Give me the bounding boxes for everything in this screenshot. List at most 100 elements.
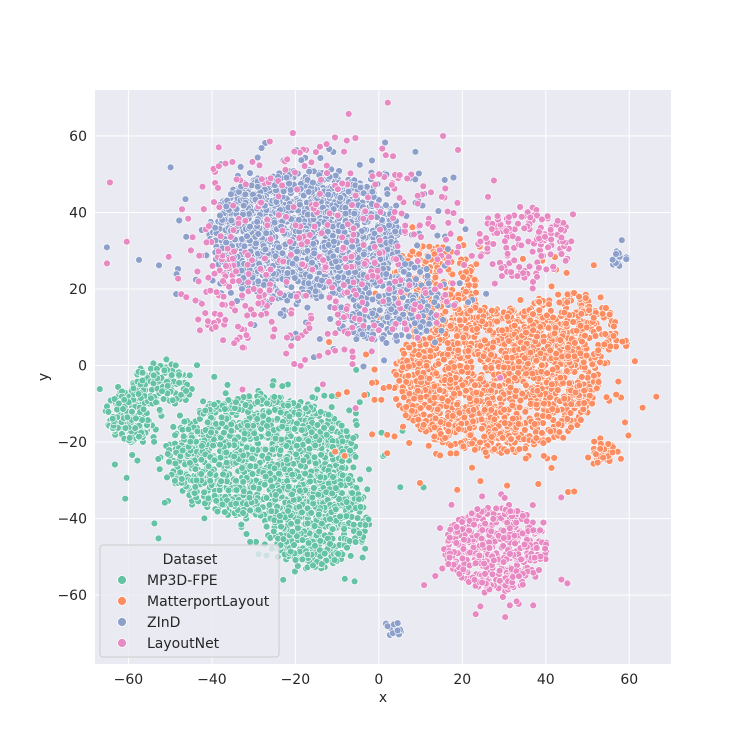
scatter-point [353,421,361,429]
scatter-point [602,393,611,401]
scatter-point [343,543,351,552]
scatter-point [328,403,336,411]
scatter-point [515,358,523,366]
scatter-point [210,456,219,464]
scatter-point [408,407,416,415]
scatter-point [508,401,517,410]
scatter-point [129,384,138,392]
scatter-point [404,372,412,380]
scatter-point [408,223,417,231]
scatter-point [476,375,484,383]
scatter-point [438,394,446,402]
scatter-point [227,427,236,435]
scatter-point [575,381,584,390]
scatter-point [292,450,300,458]
scatter-point [514,420,523,428]
scatter-point [500,363,508,372]
scatter-point [272,491,280,499]
scatter-point [503,481,511,490]
scatter-point [540,399,548,408]
scatter-point [569,318,577,326]
scatter-point [125,434,134,442]
scatter-point [399,423,407,431]
scatter-point [614,377,622,386]
scatter-point [444,427,452,435]
scatter-point [402,403,410,411]
scatter-point [175,371,183,379]
scatter-point [262,472,270,481]
scatter-point [596,358,604,366]
scatter-point [279,535,288,543]
scatter-point [223,381,232,389]
scatter-point [522,454,530,463]
scatter-point [444,339,452,347]
scatter-point [298,536,307,544]
scatter-point [351,453,360,461]
scatter-point [575,293,583,301]
scatter-point [477,415,486,423]
scatter-point [455,425,463,433]
scatter-point [249,483,258,492]
scatter-point [329,525,337,533]
scatter-point [582,294,590,302]
scatter-point [262,494,271,502]
scatter-point [303,550,312,558]
scatter-point [539,337,548,346]
scatter-point [571,339,579,347]
scatter-point [414,387,422,395]
scatter-point [186,371,194,379]
scatter-point [261,445,270,454]
scatter-point [416,404,425,412]
scatter-point [310,484,318,492]
scatter-point [590,261,598,269]
scatter-point [216,441,224,449]
scatter-point [342,427,351,435]
scatter-point [206,477,214,485]
scatter-point [370,396,379,404]
scatter-point [310,453,319,461]
scatter-point [197,456,206,464]
scatter-point [337,421,346,430]
scatter-point [349,434,357,442]
scatter-point [431,414,440,422]
scatter-point [241,429,249,438]
scatter-point [590,372,598,380]
scatter-point [309,561,317,570]
scatter-point [338,471,347,479]
scatter-point [217,413,226,422]
scatter-point [306,477,314,486]
scatter-point [220,429,228,437]
scatter-point [138,376,147,385]
scatter-point [533,332,541,341]
scatter-point [545,300,553,308]
scatter-point [265,501,274,509]
scatter-point [307,509,315,517]
scatter-point [273,415,282,423]
scatter-point [264,430,273,438]
scatter-point [617,455,625,463]
scatter-point [370,365,379,374]
scatter-point [464,347,472,355]
scatter-point [610,322,618,331]
scatter-point [150,438,158,446]
scatter-point [326,540,334,548]
scatter-point [203,418,212,426]
scatter-point [176,411,184,420]
scatter-point [239,509,247,517]
scatter-point [618,337,627,346]
scatter-point [315,527,323,536]
scatter-point [579,405,587,413]
scatter-point [414,415,422,424]
scatter-point [268,381,277,390]
scatter-point [215,460,223,469]
scatter-point [178,475,186,483]
scatter-point [502,353,511,362]
scatter-point [454,346,462,355]
scatter-point [416,479,424,487]
scatter-point [224,396,233,404]
scatter-point [552,349,560,358]
scatter-point [169,423,178,431]
scatter-point [425,404,433,412]
scatter-point [285,483,293,491]
scatter-point [532,357,540,365]
